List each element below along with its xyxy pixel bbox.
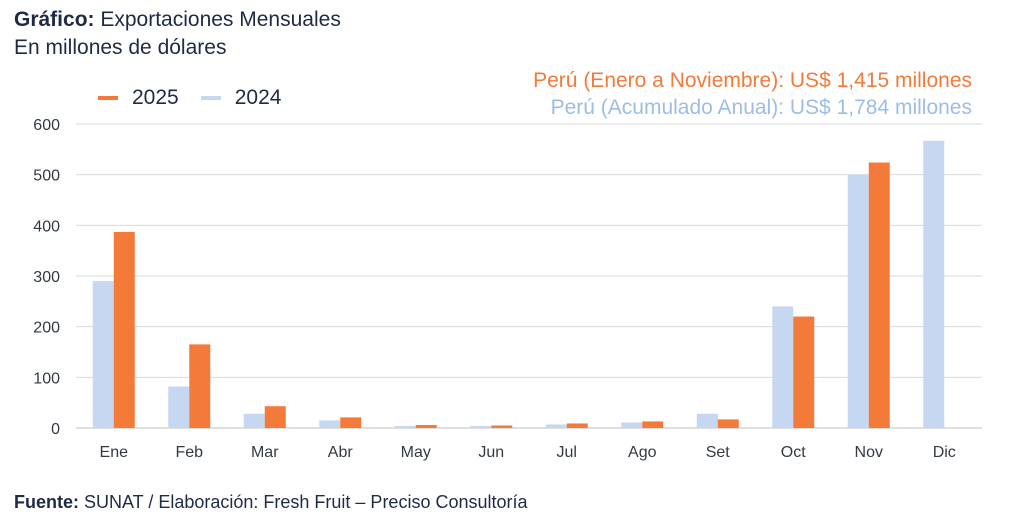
x-tick-label-dic: Dic [933, 444, 956, 461]
y-tick-label-600: 600 [33, 117, 60, 134]
source-text: SUNAT / Elaboración: Fresh Fruit – Preci… [79, 492, 528, 512]
source-footer: Fuente: SUNAT / Elaboración: Fresh Fruit… [14, 492, 528, 513]
legend-label-2024: 2024 [234, 86, 282, 109]
bar-2025-jun [491, 425, 513, 428]
x-tick-label-may: May [401, 444, 431, 461]
chart-title: Gráfico: Exportaciones Mensuales [14, 6, 341, 34]
x-tick-label-oct: Oct [781, 444, 806, 461]
legend-item-2024: 2024 [200, 86, 282, 110]
summary-line-annual: Perú (Acumulado Anual): US$ 1,784 millon… [550, 96, 972, 119]
y-tick-label-100: 100 [33, 370, 60, 387]
bar-2024-jun [470, 425, 492, 428]
x-tick-label-nov: Nov [855, 444, 883, 461]
bar-2024-feb [168, 386, 190, 428]
bar-2025-ago [642, 421, 664, 428]
bar-2025-feb [189, 344, 211, 428]
bar-2025-oct [793, 316, 815, 428]
bar-2024-abr [319, 420, 341, 428]
bar-2024-may [394, 425, 416, 428]
chart-title-bold: Gráfico: [14, 8, 95, 31]
chart-title-text: Exportaciones Mensuales [94, 8, 341, 31]
source-label: Fuente: [14, 492, 79, 512]
x-tick-label-feb: Feb [175, 444, 203, 461]
bar-2024-ene [92, 281, 114, 428]
summary-line-2025: Perú (Enero a Noviembre): US$ 1,415 mill… [533, 69, 972, 92]
bar-2025-jul [566, 423, 588, 428]
bar-2025-set [717, 419, 739, 428]
bar-2024-oct [772, 306, 794, 428]
bar-2024-dic [923, 140, 945, 428]
x-tick-label-jun: Jun [478, 444, 504, 461]
legend-item-2025: 2025 [98, 86, 179, 110]
bar-2025-nov [868, 162, 890, 429]
x-tick-label-mar: Mar [251, 444, 279, 461]
bar-2025-ene [113, 231, 135, 428]
bar-2024-jul [545, 424, 567, 428]
legend-swatch-2025 [98, 96, 118, 100]
y-tick-label-200: 200 [33, 320, 60, 337]
legend-label-2025: 2025 [132, 86, 179, 109]
chart-legend: 2025 2024 [98, 86, 303, 110]
y-tick-label-400: 400 [33, 218, 60, 235]
bar-2025-mar [264, 406, 286, 428]
bar-2024-ago [621, 422, 643, 428]
bar-2024-nov [847, 174, 869, 428]
summary-block: Perú (Enero a Noviembre): US$ 1,415 mill… [533, 67, 972, 121]
y-tick-label-500: 500 [33, 168, 60, 185]
x-tick-label-set: Set [706, 444, 731, 461]
legend-swatch-2024 [200, 96, 221, 100]
bar-2025-may [415, 424, 437, 428]
x-tick-label-ago: Ago [628, 444, 657, 461]
bar-2024-mar [243, 413, 265, 428]
x-tick-label-ene: Ene [100, 444, 129, 461]
chart-title-block: Gráfico: Exportaciones Mensuales En mill… [14, 6, 341, 62]
bar-2024-set [696, 413, 718, 428]
chart-subtitle: En millones de dólares [14, 36, 227, 59]
y-tick-label-300: 300 [33, 269, 60, 286]
bar-2025-abr [340, 417, 362, 428]
x-tick-label-abr: Abr [328, 444, 354, 461]
x-tick-label-jul: Jul [557, 444, 577, 461]
y-tick-label-0: 0 [51, 421, 60, 438]
